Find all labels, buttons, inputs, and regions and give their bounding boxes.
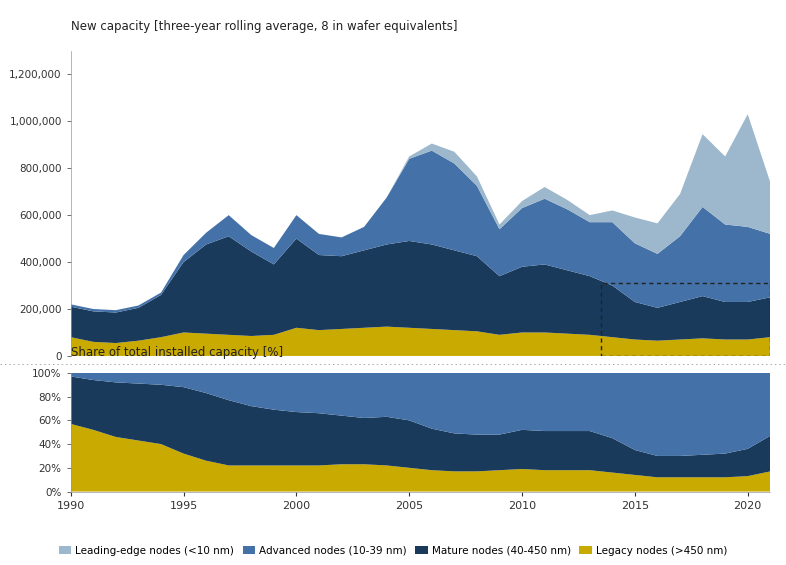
Text: New capacity [three-year rolling average, 8 in wafer equivalents]: New capacity [three-year rolling average… [71,20,457,33]
Text: Share of total installed capacity [%]: Share of total installed capacity [%] [71,346,283,359]
Legend: Leading-edge nodes (<10 nm), Advanced nodes (10-39 nm), Mature nodes (40-450 nm): Leading-edge nodes (<10 nm), Advanced no… [54,541,732,560]
Bar [601,283,770,356]
